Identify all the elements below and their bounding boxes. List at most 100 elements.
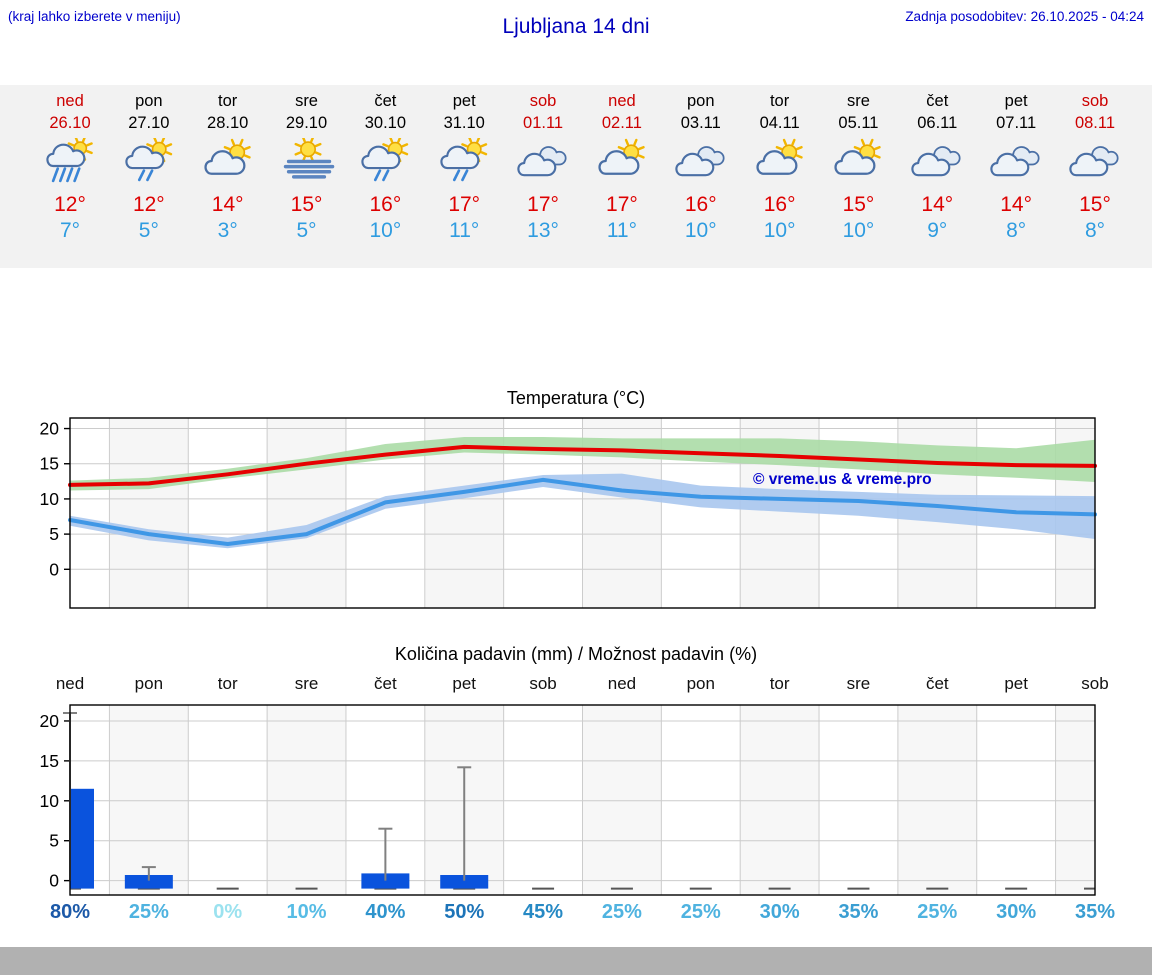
day-max-temp: 15° [842, 193, 875, 216]
day-name: sre [846, 92, 870, 110]
day-date: 08.11 [1074, 114, 1116, 132]
day-date: 27.10 [128, 114, 170, 132]
page-title: Ljubljana 14 dni [502, 15, 650, 38]
cloudy-icon [976, 138, 1056, 188]
day-max-temp: 14° [921, 193, 954, 216]
day-column: tor 04.11 16° 10° [740, 85, 820, 243]
day-column: pet 07.11 14° 8° [976, 85, 1056, 243]
precip-bar [124, 875, 173, 889]
precip-probability: 25% [917, 901, 958, 923]
cloudy-icon [1055, 138, 1135, 188]
sun-cloud-icon [188, 138, 268, 188]
forecast-strip: ned 26.10 12° 7° pon 27.10 12° 5° tor 28.10 14° 3° s… [0, 85, 1152, 268]
precip-day-label: ned [607, 674, 637, 693]
day-date: 05.11 [838, 114, 879, 132]
precip-day-label: pet [1004, 674, 1028, 693]
day-name: ned [608, 92, 636, 110]
sun-cloud-showers-icon [345, 136, 425, 188]
day-max-temp: 12° [54, 193, 86, 216]
menu-hint: (kraj lahko izberete v meniju) [8, 9, 181, 24]
footer-bar [0, 947, 1152, 975]
day-column: ned 02.11 17° 11° [582, 85, 662, 243]
precip-day-label: sre [846, 674, 871, 693]
precip-day-label: pon [134, 674, 164, 693]
day-date: 02.11 [601, 114, 642, 132]
day-min-temp: 3° [217, 219, 238, 242]
day-column: čet 30.10 16° 10° [345, 85, 425, 243]
day-min-temp: 13° [527, 219, 559, 242]
fog-icon [267, 135, 347, 188]
day-max-temp: 15° [1079, 193, 1111, 216]
precipitation-chart-title: Količina padavin (mm) / Možnost padavin … [394, 644, 758, 664]
day-max-temp: 17° [448, 193, 481, 216]
precip-probability: 10% [286, 901, 327, 923]
precip-day-label: sob [529, 674, 557, 693]
precip-probability: 25% [128, 901, 169, 923]
day-date: 04.11 [759, 114, 800, 132]
day-min-temp: 7° [59, 219, 81, 242]
temp-ytick-label: 15 [40, 454, 59, 474]
precip-day-label: čet [374, 674, 397, 693]
watermark-link[interactable]: © vreme.us & vreme.pro [753, 471, 932, 488]
precip-ytick-label: 5 [49, 831, 59, 851]
day-max-temp: 15° [290, 193, 323, 216]
temp-ytick-label: 0 [49, 559, 59, 579]
day-date: 28.10 [207, 114, 249, 132]
precip-probability: 25% [680, 901, 721, 923]
precip-day-labels: ned pon tor sre čet pet sob ned pon tor sre čet pet s… [0, 674, 1152, 696]
day-max-temp: 16° [763, 193, 796, 216]
day-column: sre 29.10 15° 5° [267, 85, 347, 243]
day-column: pet 31.10 17° 11° [424, 85, 504, 243]
day-date: 07.11 [996, 114, 1037, 132]
temperature-chart: 0 5 10 15 20 © vreme.us & vreme.pro [40, 417, 1097, 609]
day-min-temp: 11° [449, 219, 480, 242]
day-column: pon 03.11 16° 10° [661, 85, 741, 243]
cloudy-icon [661, 138, 741, 188]
temp-ytick-label: 5 [49, 524, 59, 544]
precip-day-label: čet [925, 674, 949, 693]
precip-day-label: tor [769, 674, 790, 693]
precip-probability: 40% [365, 901, 406, 923]
day-min-temp: 8° [1084, 219, 1106, 242]
day-date: 01.11 [523, 114, 564, 132]
day-column: pon 27.10 12° 5° [109, 85, 189, 243]
day-min-temp: 10° [763, 219, 796, 242]
precip-day-label: sre [294, 674, 319, 693]
day-column: tor 28.10 14° 3° [188, 85, 268, 243]
day-name: tor [218, 92, 238, 110]
precip-probability: 0% [213, 901, 243, 923]
temp-ytick-label: 20 [40, 419, 60, 439]
day-name: čet [374, 92, 397, 110]
precip-probability: 35% [838, 901, 879, 923]
day-date: 31.10 [443, 114, 485, 132]
day-name: pon [687, 92, 715, 110]
sun-cloud-icon [582, 138, 662, 188]
day-date: 06.11 [917, 114, 958, 132]
day-min-temp: 10° [842, 219, 875, 242]
precip-bar [440, 875, 489, 889]
precip-day-label: tor [217, 674, 238, 693]
day-name: sre [295, 92, 318, 110]
precip-probability: 30% [759, 901, 800, 923]
sun-cloud-showers-icon [424, 136, 504, 188]
precip-probability: 80% [49, 901, 91, 923]
day-date: 26.10 [49, 114, 91, 132]
precip-day-label: pet [452, 674, 477, 693]
day-min-temp: 11° [606, 219, 638, 242]
day-column: sob 01.11 17° 13° [503, 85, 583, 243]
day-min-temp: 8° [1006, 219, 1027, 242]
day-name: pon [135, 92, 163, 110]
precip-probability: 50% [444, 901, 485, 923]
temperature-chart-title: Temperatura (°C) [506, 388, 646, 408]
day-max-temp: 14° [211, 193, 244, 216]
day-column: sre 05.11 15° 10° [818, 85, 898, 243]
precip-probability-row: 80% 25% 0% 10% 40% 50% 45% 25% 25% 30% 35% 25% 30% 35… [0, 901, 1152, 929]
day-column: sob 08.11 15° 8° [1055, 85, 1135, 243]
precip-bar [361, 873, 410, 889]
cloudy-icon [897, 138, 977, 188]
temp-ytick-label: 10 [40, 489, 60, 509]
day-date: 30.10 [364, 114, 407, 132]
precip-ytick-label: 0 [49, 871, 59, 891]
day-date: 03.11 [680, 114, 721, 132]
